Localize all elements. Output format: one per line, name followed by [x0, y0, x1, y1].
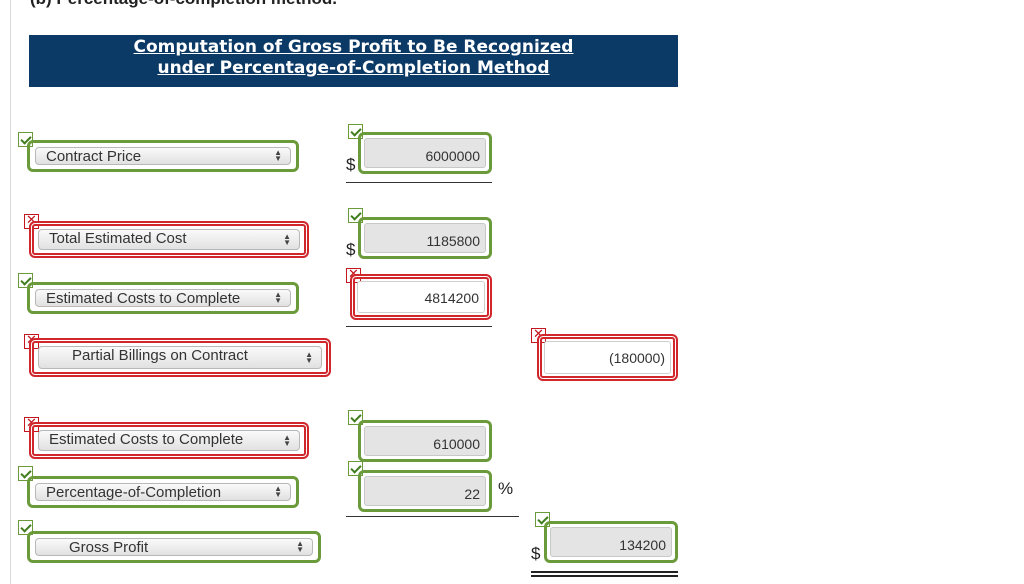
- percentage-of-completion-amount-input[interactable]: 22: [364, 476, 486, 506]
- partial-billings-select-label: Partial Billings on Contract: [72, 347, 248, 364]
- left-margin-rule: [10, 0, 11, 584]
- select-arrows-icon: ▲ ▼: [274, 148, 282, 163]
- partial-billings-select[interactable]: Partial Billings on Contract ▲ ▼: [38, 346, 322, 369]
- estimated-costs-to-complete-2-select-frame: Estimated Costs to Complete ▲ ▼: [29, 422, 309, 459]
- estimated-costs-to-complete-select-label: Estimated Costs to Complete: [46, 290, 241, 307]
- total-estimated-cost-amount-frame: 1185800: [358, 217, 492, 259]
- contract-price-amount-input[interactable]: 6000000: [364, 138, 486, 168]
- estimated-costs-to-complete-select-frame: Estimated Costs to Complete ▲ ▼: [27, 282, 299, 314]
- contract-price-amount-frame: 6000000: [358, 132, 492, 174]
- select-arrows-icon: ▲ ▼: [283, 432, 291, 448]
- select-arrows-icon: ▲ ▼: [305, 349, 313, 365]
- dollar-sign: $: [346, 240, 356, 259]
- section-heading: (b) Percentage-of-completion method.: [30, 0, 337, 9]
- estimated-costs-to-complete-2-select-label: Estimated Costs to Complete: [49, 431, 244, 448]
- total-estimated-cost-select-label: Total Estimated Cost: [49, 230, 187, 247]
- select-arrows-icon: ▲ ▼: [274, 484, 282, 499]
- table-title-banner: Computation of Gross Profit to Be Recogn…: [29, 35, 678, 87]
- contract-price-select-label: Contract Price: [46, 148, 142, 165]
- gross-profit-select[interactable]: Gross Profit ▲ ▼: [35, 538, 313, 556]
- contract-price-select-frame: Contract Price ▲ ▼: [27, 140, 299, 172]
- total-estimated-cost-select[interactable]: Total Estimated Cost ▲ ▼: [38, 229, 300, 250]
- estimated-costs-to-complete-2-amount-frame: 610000: [358, 420, 492, 462]
- select-arrows-icon: ▲ ▼: [274, 290, 282, 305]
- double-underline-rule-top: [531, 571, 678, 573]
- estimated-costs-to-complete-amount-frame: 4814200: [350, 274, 492, 320]
- double-underline-rule-bottom: [531, 575, 678, 577]
- percent-sign: %: [498, 479, 514, 498]
- select-arrows-icon: ▲ ▼: [296, 539, 304, 554]
- gross-profit-amount-input[interactable]: 134200: [550, 527, 672, 557]
- partial-billings-select-frame: Partial Billings on Contract ▲ ▼: [29, 338, 331, 377]
- estimated-costs-to-complete-2-select[interactable]: Estimated Costs to Complete ▲ ▼: [38, 430, 300, 451]
- dollar-sign: $: [531, 544, 541, 563]
- gross-profit-select-label: Gross Profit: [69, 539, 149, 556]
- contract-price-select[interactable]: Contract Price ▲ ▼: [35, 147, 291, 165]
- total-estimated-cost-select-frame: Total Estimated Cost ▲ ▼: [29, 221, 309, 258]
- select-arrows-icon: ▲ ▼: [283, 231, 291, 247]
- partial-billings-amount-input[interactable]: (180000): [544, 341, 671, 374]
- estimated-costs-to-complete-select[interactable]: Estimated Costs to Complete ▲ ▼: [35, 289, 291, 307]
- underline-rule: [346, 182, 492, 183]
- percentage-of-completion-select-label: Percentage-of-Completion: [46, 484, 222, 501]
- gross-profit-select-frame: Gross Profit ▲ ▼: [27, 531, 321, 563]
- percentage-of-completion-select-frame: Percentage-of-Completion ▲ ▼: [27, 476, 299, 508]
- banner-title-line-2: under Percentage-of-Completion Method: [157, 58, 550, 78]
- gross-profit-amount-frame: 134200: [544, 521, 678, 563]
- total-estimated-cost-amount-input[interactable]: 1185800: [364, 223, 486, 253]
- dollar-sign: $: [346, 155, 356, 174]
- banner-title-line-1: Computation of Gross Profit to Be Recogn…: [133, 37, 574, 57]
- percentage-of-completion-select[interactable]: Percentage-of-Completion ▲ ▼: [35, 483, 291, 501]
- estimated-costs-to-complete-2-amount-input[interactable]: 610000: [364, 426, 486, 456]
- partial-billings-amount-frame: (180000): [537, 334, 678, 381]
- percentage-of-completion-amount-frame: 22: [358, 470, 492, 512]
- underline-rule: [346, 516, 519, 517]
- estimated-costs-to-complete-amount-input[interactable]: 4814200: [357, 281, 485, 313]
- underline-rule: [346, 326, 492, 327]
